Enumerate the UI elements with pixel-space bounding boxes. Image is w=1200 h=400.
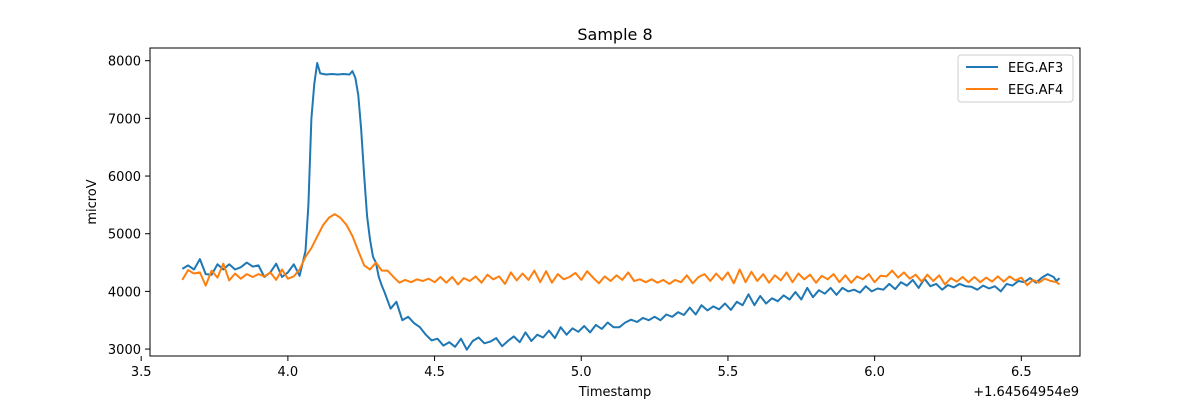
y-tick-label: 5000	[108, 228, 141, 243]
y-tick-label: 3000	[108, 343, 141, 358]
x-axis-ticks: 3.5 4.0 4.5 5.0 5.5 6.0 6.5	[131, 356, 1032, 380]
x-axis-label: Timestamp	[578, 385, 652, 400]
y-axis-ticks: 3000 4000 5000 6000 7000 8000	[108, 55, 150, 358]
x-tick-label: 6.5	[1011, 365, 1032, 380]
axes-frame	[149, 47, 1081, 357]
legend-label-eeg-af3: EEG.AF3	[1008, 61, 1063, 76]
x-tick-label: 3.5	[131, 365, 152, 380]
series-layer	[181, 62, 1061, 351]
y-tick-label: 7000	[108, 112, 141, 127]
x-tick-label: 5.5	[718, 365, 739, 380]
y-tick-label: 6000	[108, 170, 141, 185]
chart-title: Sample 8	[577, 25, 652, 44]
x-tick-label: 6.0	[864, 365, 885, 380]
series-line-eeg-af4	[181, 213, 1061, 287]
y-tick-label: 4000	[108, 285, 141, 300]
x-tick-label: 4.5	[424, 365, 445, 380]
legend-label-eeg-af4: EEG.AF4	[1008, 83, 1063, 98]
x-tick-label: 5.0	[571, 365, 592, 380]
y-axis-label: microV	[85, 179, 100, 224]
x-tick-label: 4.0	[278, 365, 299, 380]
plot-area	[149, 47, 1081, 357]
series-line-eeg-af3	[181, 62, 1061, 351]
legend: EEG.AF3 EEG.AF4	[957, 54, 1074, 103]
x-axis-offset-label: +1.64564954e9	[973, 385, 1079, 400]
y-tick-label: 8000	[108, 55, 141, 70]
